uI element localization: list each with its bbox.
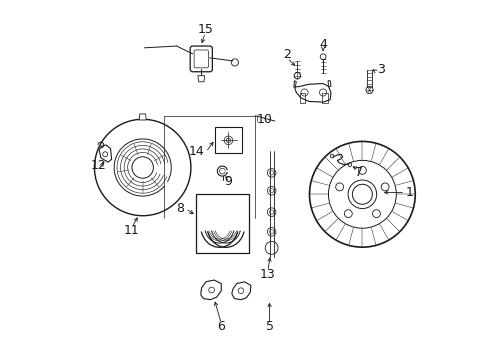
Bar	[299, 93, 304, 103]
Text: 8: 8	[175, 202, 183, 215]
Text: 2: 2	[283, 49, 291, 62]
Polygon shape	[139, 114, 146, 120]
Polygon shape	[327, 81, 330, 86]
Polygon shape	[294, 84, 330, 102]
Polygon shape	[231, 282, 250, 300]
Polygon shape	[198, 76, 204, 82]
Bar	[215, 127, 242, 153]
Text: 4: 4	[319, 38, 326, 51]
Polygon shape	[293, 81, 296, 87]
Text: 12: 12	[91, 159, 106, 172]
Bar	[196, 194, 248, 253]
Text: 9: 9	[224, 175, 232, 188]
Text: 10: 10	[257, 113, 272, 126]
Bar	[322, 93, 327, 103]
Text: 15: 15	[197, 23, 213, 36]
Text: 14: 14	[188, 145, 204, 158]
Polygon shape	[201, 280, 221, 300]
Text: 7: 7	[354, 166, 362, 179]
Text: 1: 1	[405, 186, 412, 199]
Text: 3: 3	[376, 63, 384, 76]
Text: 6: 6	[217, 320, 225, 333]
Polygon shape	[99, 145, 111, 162]
Text: 5: 5	[265, 320, 273, 333]
Text: 11: 11	[124, 224, 140, 237]
Text: 13: 13	[259, 268, 275, 281]
